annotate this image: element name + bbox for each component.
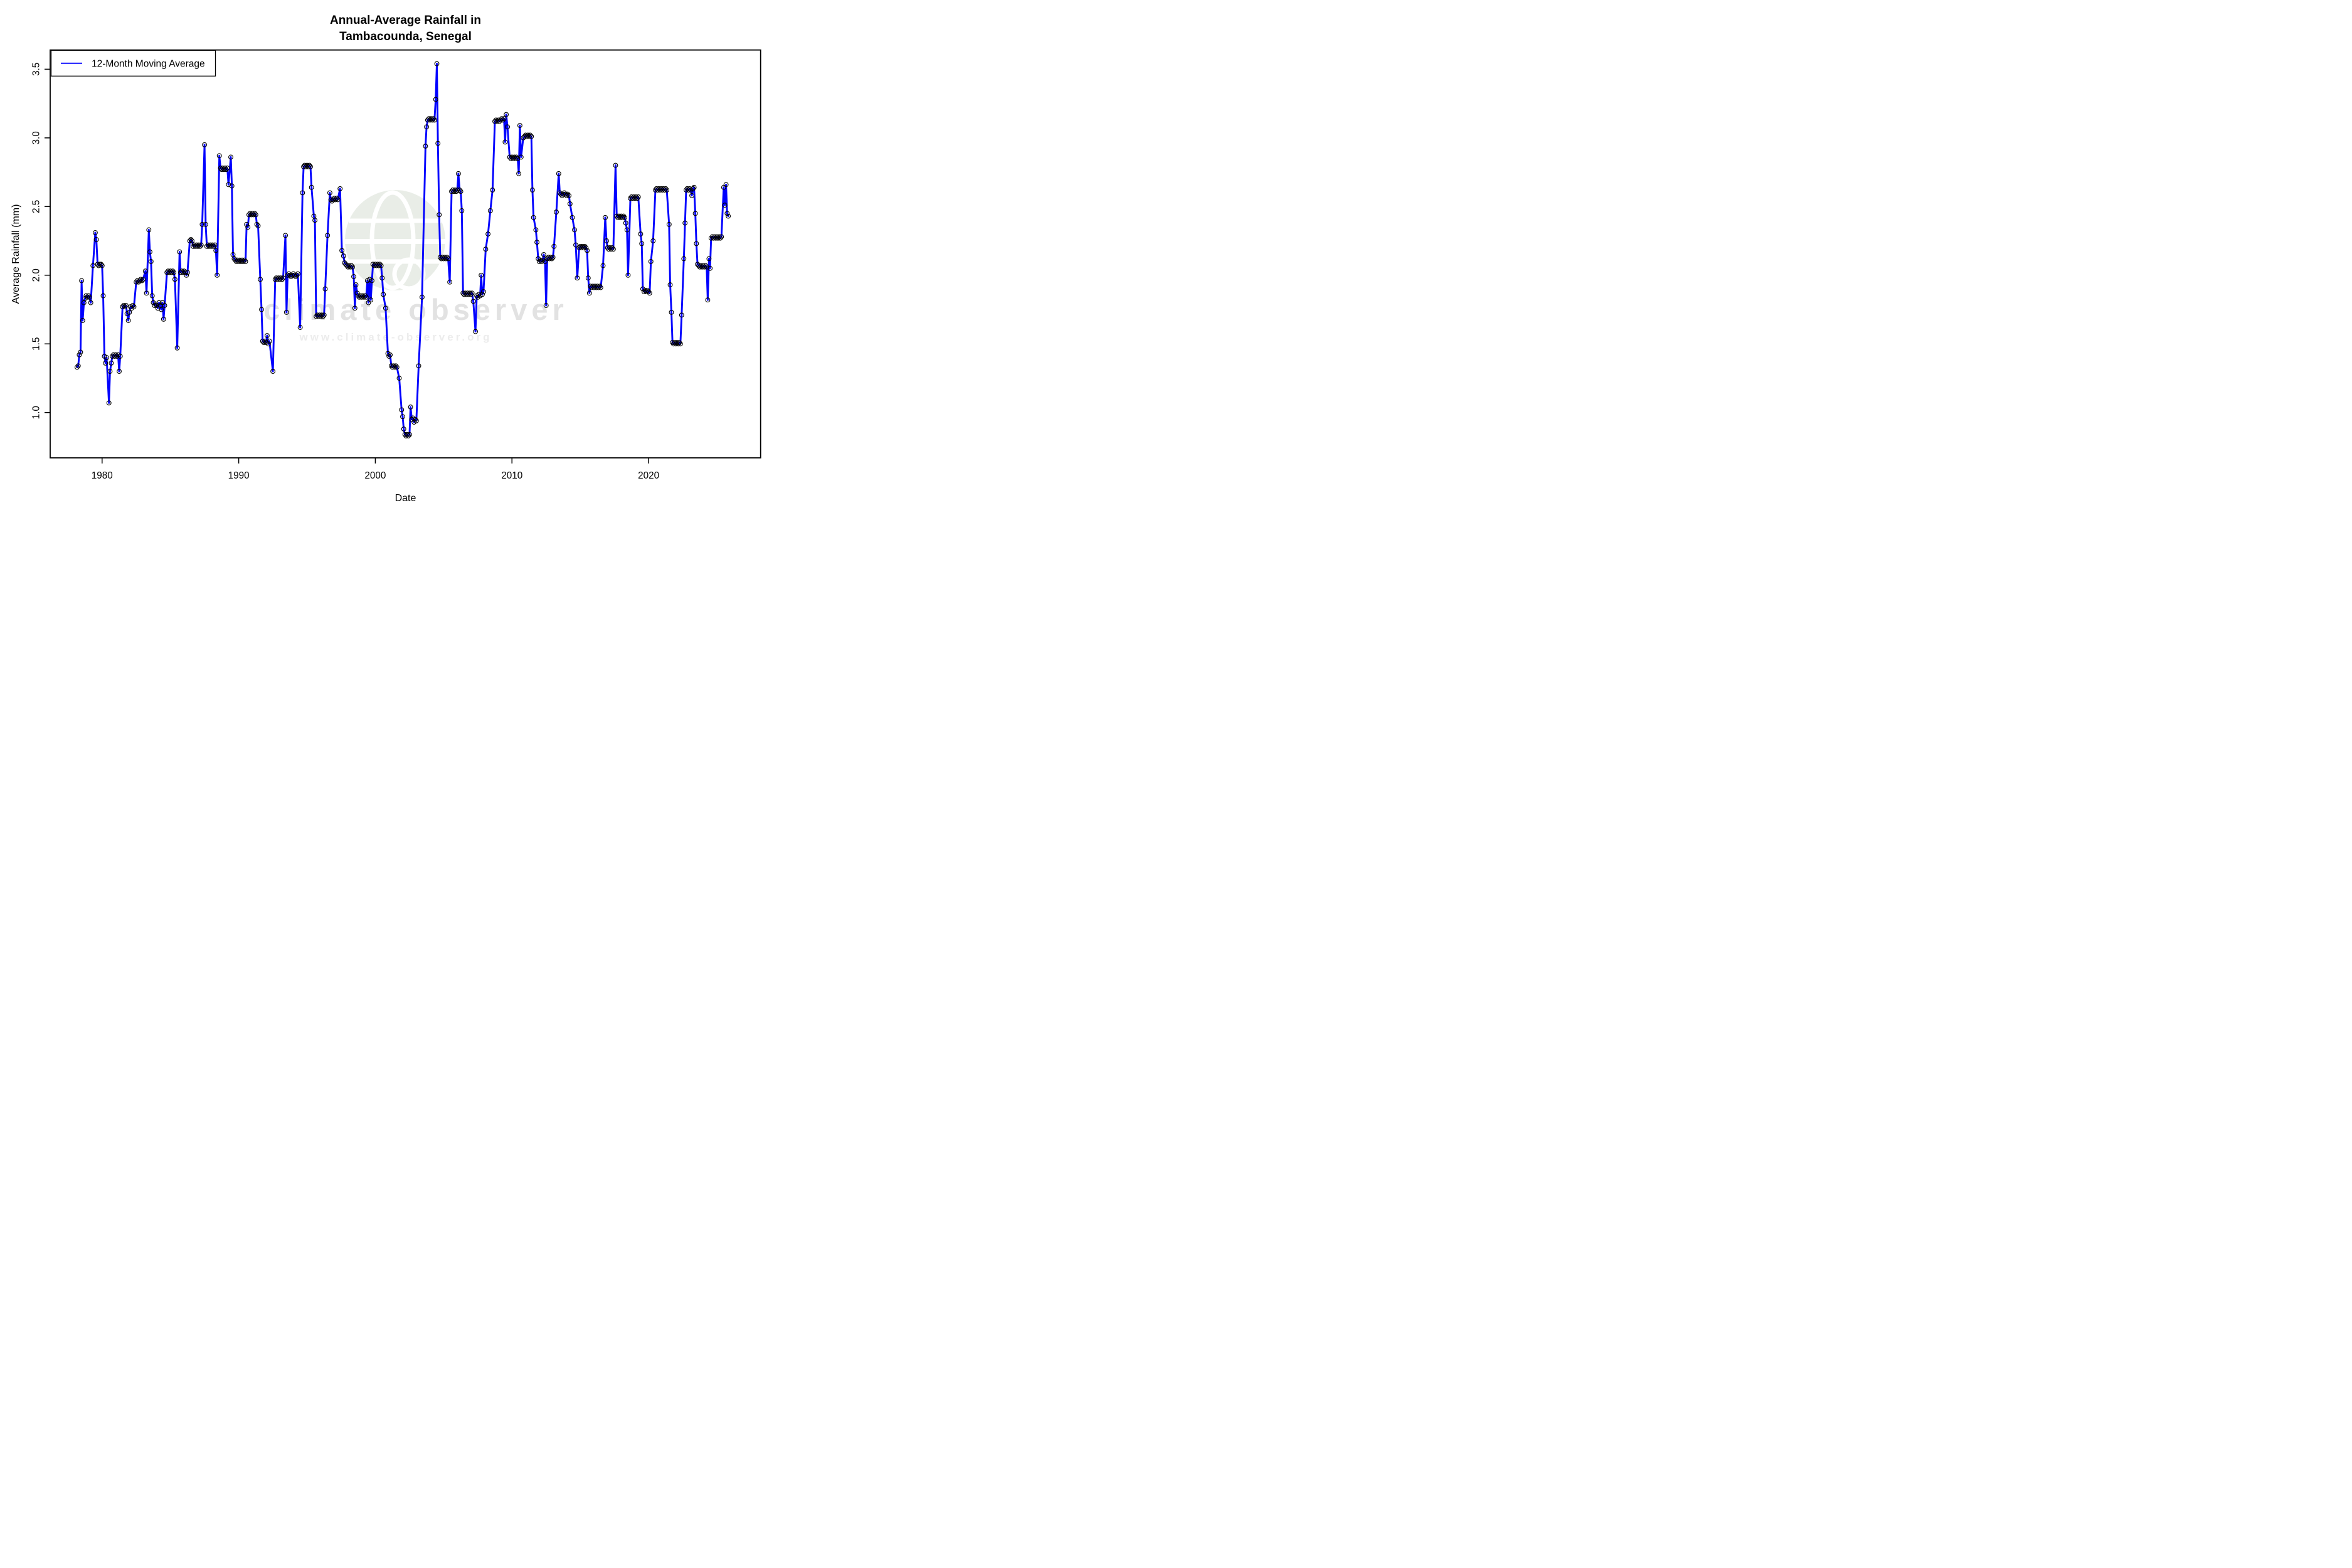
watermark-globe-icon	[345, 190, 445, 291]
svg-text:3.0: 3.0	[31, 131, 41, 144]
legend: 12-Month Moving Average	[50, 50, 216, 77]
chart-title-line1: Annual-Average Rainfall in	[329, 14, 482, 27]
svg-text:1980: 1980	[92, 470, 113, 481]
svg-text:2.0: 2.0	[31, 268, 41, 282]
watermark-url: www.climate-observer.org	[299, 331, 492, 343]
chart-title-line2: Tambacounda, Senegal	[339, 30, 472, 43]
watermark-text: climate observer	[263, 293, 568, 326]
svg-text:2000: 2000	[364, 470, 386, 481]
rainfall-chart: climate observer www.climate-observer.or…	[31, 49, 761, 481]
svg-text:2010: 2010	[501, 470, 522, 481]
data-points	[74, 61, 731, 438]
svg-text:3.5: 3.5	[31, 63, 41, 76]
svg-text:2020: 2020	[638, 470, 659, 481]
svg-text:1.5: 1.5	[31, 337, 41, 351]
svg-text:2.5: 2.5	[31, 200, 41, 213]
svg-text:1990: 1990	[228, 470, 250, 481]
chart-title: Annual-Average Rainfall in Tambacounda, …	[50, 13, 761, 45]
svg-text:1.0: 1.0	[31, 406, 41, 419]
plot-axes: 1980 1990 2000 2010 2020 1.0 1.5 2.0 2.5 3.0 3.5	[31, 49, 761, 481]
x-axis-label: Date	[395, 493, 416, 504]
legend-label: 12-Month Moving Average	[92, 58, 205, 69]
watermark: climate observer www.climate-observer.or…	[263, 190, 568, 343]
chart-frame: Annual-Average Rainfall in Tambacounda, …	[0, 0, 784, 523]
